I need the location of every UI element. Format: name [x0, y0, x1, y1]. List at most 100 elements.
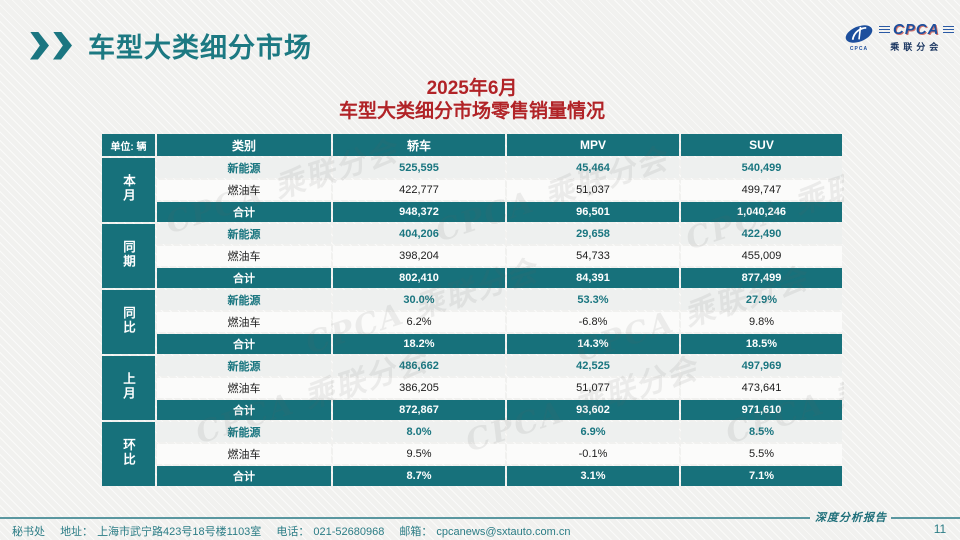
value-cell: 486,662	[333, 356, 505, 376]
table-row: 合计 802,410 84,391 877,499	[102, 268, 842, 288]
value-cell: 525,595	[333, 158, 505, 178]
value-cell: 8.5%	[681, 422, 842, 442]
value-cell: 422,777	[333, 180, 505, 200]
value-cell: 93,602	[507, 400, 679, 420]
table-row: 燃油车 398,204 54,733 455,009	[102, 246, 842, 266]
cpca-logo: CPCA CPCA 乘联分会	[843, 22, 954, 53]
value-cell: 877,499	[681, 268, 842, 288]
value-cell: 9.8%	[681, 312, 842, 332]
logo-text-block: CPCA 乘联分会	[879, 22, 954, 53]
value-cell: 45,464	[507, 158, 679, 178]
row-group-label: 上月	[121, 372, 135, 401]
column-header-mpv: MPV	[507, 134, 679, 156]
value-cell: 422,490	[681, 224, 842, 244]
category-cell: 合计	[157, 202, 331, 222]
sales-table-container: 单位: 辆 类别 轿车 MPV SUV 本月 新能源 525,595 45,464 54…	[100, 132, 844, 488]
value-cell: 802,410	[333, 268, 505, 288]
row-group-cell: 同比	[102, 290, 155, 354]
column-header-suv: SUV	[681, 134, 842, 156]
value-cell: 18.5%	[681, 334, 842, 354]
value-cell: 18.2%	[333, 334, 505, 354]
category-cell: 燃油车	[157, 444, 331, 464]
footer-contact: 秘书处 地址： 上海市武宁路423号18号楼1103室 电话： 021-526809…	[12, 523, 574, 539]
chevron-right-icon	[53, 31, 72, 60]
row-group-label: 本月	[121, 174, 135, 203]
chevron-right-icon	[30, 31, 49, 60]
value-cell: 30.0%	[333, 290, 505, 310]
value-cell: 497,969	[681, 356, 842, 376]
unit-label: 单位: 辆	[102, 134, 155, 156]
value-cell: 42,525	[507, 356, 679, 376]
category-cell: 新能源	[157, 422, 331, 442]
row-group-cell: 上月	[102, 356, 155, 420]
cpca-ellipse-icon	[845, 24, 873, 43]
row-group-cell: 环比	[102, 422, 155, 486]
value-cell: 54,733	[507, 246, 679, 266]
column-header-category: 类别	[157, 134, 331, 156]
footer-divider-right	[891, 517, 960, 519]
table-row: 上月 新能源 486,662 42,525 497,969	[102, 356, 842, 420]
value-cell: -6.8%	[507, 312, 679, 332]
value-cell: 948,372	[333, 202, 505, 222]
category-cell: 合计	[157, 400, 331, 420]
sales-table: 单位: 辆 类别 轿车 MPV SUV 本月 新能源 525,595 45,464 54…	[100, 132, 844, 488]
page-title: 车型大类细分市场	[88, 33, 312, 63]
value-cell: 3.1%	[507, 466, 679, 486]
table-row: 环比 新能源 8.0% 6.9% 8.5%	[102, 422, 842, 486]
value-cell: 398,204	[333, 246, 505, 266]
category-cell: 燃油车	[157, 312, 331, 332]
logo-stripes-icon	[879, 25, 890, 35]
category-cell: 新能源	[157, 356, 331, 376]
category-cell: 合计	[157, 466, 331, 486]
footer-address-label: 地址：	[60, 526, 94, 538]
value-cell: 9.5%	[333, 444, 505, 464]
value-cell: 8.7%	[333, 466, 505, 486]
category-cell: 合计	[157, 268, 331, 288]
footer-phone: 021-52680968	[313, 526, 385, 538]
logo-emblem: CPCA	[843, 24, 875, 52]
row-group-cell: 同期	[102, 224, 155, 288]
report-subtitle: 2025年6月 车型大类细分市场零售销量情况	[100, 77, 844, 123]
footer-report-label: 深度分析报告	[815, 511, 887, 524]
value-cell: 5.5%	[681, 444, 842, 464]
value-cell: 455,009	[681, 246, 842, 266]
footer-email-label: 邮箱：	[399, 526, 433, 538]
value-cell: 386,205	[333, 378, 505, 398]
table-row: 合计 948,372 96,501 1,040,246	[102, 202, 842, 222]
category-cell: 新能源	[157, 224, 331, 244]
value-cell: 872,867	[333, 400, 505, 420]
value-cell: 1,040,246	[681, 202, 842, 222]
table-row: 本月 新能源 525,595 45,464 540,499	[102, 158, 842, 222]
table-row: 合计 18.2% 14.3% 18.5%	[102, 334, 842, 354]
value-cell: 51,037	[507, 180, 679, 200]
value-cell: 53.3%	[507, 290, 679, 310]
table-row: 燃油车 386,205 51,077 473,641	[102, 378, 842, 398]
row-group-label: 环比	[121, 438, 135, 467]
value-cell: 6.9%	[507, 422, 679, 442]
subtitle-description: 车型大类细分市场零售销量情况	[338, 101, 605, 122]
value-cell: 27.9%	[681, 290, 842, 310]
row-group-label: 同比	[121, 306, 135, 335]
footer-divider-left	[0, 517, 810, 519]
table-row: 合计 8.7% 3.1% 7.1%	[102, 466, 842, 486]
category-cell: 合计	[157, 334, 331, 354]
subtitle-month: 2025年6月	[426, 78, 518, 99]
page-header: 车型大类细分市场	[30, 26, 312, 65]
value-cell: 6.2%	[333, 312, 505, 332]
value-cell: 84,391	[507, 268, 679, 288]
table-header-row: 单位: 辆 类别 轿车 MPV SUV	[102, 134, 842, 156]
category-cell: 燃油车	[157, 180, 331, 200]
value-cell: 7.1%	[681, 466, 842, 486]
logo-acronym: CPCA	[893, 21, 940, 38]
value-cell: 14.3%	[507, 334, 679, 354]
value-cell: 499,747	[681, 180, 842, 200]
footer-address: 上海市武宁路423号18号楼1103室	[97, 526, 262, 538]
footer-secretariat: 秘书处	[12, 526, 45, 538]
table-row: 合计 872,867 93,602 971,610	[102, 400, 842, 420]
sales-table-body: 本月 新能源 525,595 45,464 540,499 燃油车 422,777 51,03…	[102, 158, 842, 486]
category-cell: 新能源	[157, 158, 331, 178]
table-row: 同期 新能源 404,206 29,658 422,490	[102, 224, 842, 288]
value-cell: 8.0%	[333, 422, 505, 442]
table-row: 燃油车 422,777 51,037 499,747	[102, 180, 842, 200]
row-group-label: 同期	[121, 240, 135, 269]
